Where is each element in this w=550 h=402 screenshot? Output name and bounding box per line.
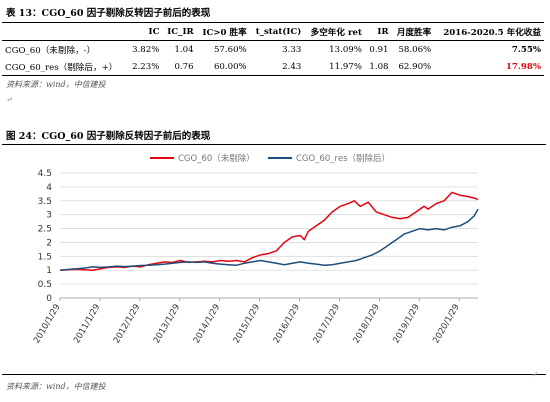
table-cell: 0.91 [369, 44, 389, 55]
y-tick-label: 2 [46, 238, 52, 248]
x-tick-label: 2014/1/29 [192, 303, 222, 346]
table-cell: 17.98% [434, 58, 544, 76]
series-group [59, 191, 479, 271]
table-cell: 58.06% [398, 44, 432, 55]
y-axis-ticks: 0 0.5 1 1.5 2 2.5 3 3.5 4 4.5 [38, 169, 53, 304]
header-cell: 多空年化 ret [304, 22, 365, 41]
gridlines [60, 172, 478, 299]
table-cell: 3.82% [132, 44, 160, 55]
x-tick-label: 2016/1/29 [272, 303, 302, 346]
performance-table: IC IC_IR IC>0 胜率 t_stat(IC) 多空年化 ret IR … [2, 22, 544, 76]
figure-top-rule [2, 144, 546, 145]
series-line-1 [59, 191, 479, 271]
x-axis-ticks: 2010/1/29 2011/1/29 2012/1/29 2013/1/29 2014… [32, 298, 462, 345]
y-tick-label: 1 [46, 266, 52, 276]
table-cell: 2.43 [249, 58, 305, 76]
table-cell: 60.00% [196, 58, 250, 76]
y-tick-label: 4 [46, 183, 52, 193]
series-line-2 [59, 208, 479, 271]
line-chart: 00.511.522.533.544.5 2010/1/29 2011/1/29 2… [32, 153, 479, 345]
table-cell: 7.55% [511, 44, 541, 55]
y-tick-label: 0 [46, 294, 52, 304]
y-tick-label: 0.5 [38, 280, 52, 290]
table-cell: 62.90% [391, 58, 435, 76]
header-cell: t_stat(IC) [249, 22, 305, 41]
paragraph-mark-icon: ↵ [6, 95, 13, 104]
table-cell: 0.76 [162, 58, 197, 76]
x-tick-label: 2018/1/29 [352, 303, 382, 346]
table-cell: 1.08 [364, 58, 392, 76]
header-cell: IC_IR [162, 22, 197, 41]
table-cell: 1.04 [174, 44, 194, 55]
table-cell: 3.33 [282, 44, 302, 55]
table-cell: 11.97% [304, 58, 365, 76]
legend-label: CGO_60（未剔除） [178, 153, 255, 164]
x-tick-label: 2012/1/29 [112, 303, 142, 346]
table-row: CGO_60（未剔除，-） 3.82% 1.04 57.60% 3.33 13.… [2, 41, 544, 59]
table-header-row: IC IC_IR IC>0 胜率 t_stat(IC) 多空年化 ret IR … [2, 22, 544, 41]
table-cell: 2.23% [127, 58, 163, 76]
x-tick-label: 2017/1/29 [312, 303, 342, 346]
header-cell: 2016-2020.5 年化收益 [434, 22, 544, 41]
legend: CGO_60（未剔除） CGO_60_res（剔除后） [150, 153, 390, 164]
figure-source: 资料来源：wind，中信建投 [6, 382, 106, 391]
x-tick-label: 2015/1/29 [232, 303, 262, 346]
y-tick-label: 1.5 [38, 252, 52, 262]
y-tick-label: 3 [46, 211, 52, 221]
header-cell: 月度胜率 [391, 22, 435, 41]
table-cell: 13.09% [329, 44, 362, 55]
figure-bottom-rule [2, 374, 546, 375]
table-cell: 57.60% [213, 44, 247, 55]
x-tick-label: 2011/1/29 [72, 303, 102, 346]
paragraph-mark-icon: ↵ [531, 370, 538, 379]
header-cell: IR [364, 22, 392, 41]
x-tick-label: 2020/1/29 [431, 303, 461, 346]
table-caption: 表 13：CGO_60 因子剔除反转因子前后的表现 [6, 8, 211, 19]
y-tick-label: 3.5 [38, 197, 52, 207]
header-cell: IC [127, 22, 163, 41]
table-cell: CGO_60（未剔除，-） [5, 45, 96, 56]
figure-caption: 图 24：CGO_60 因子剔除反转因子前后的表现 [6, 131, 211, 142]
x-tick-label: 2013/1/29 [152, 303, 182, 346]
legend-label: CGO_60_res（剔除后） [296, 153, 390, 164]
y-tick-label: 2.5 [38, 225, 52, 235]
x-tick-label: 2019/1/29 [391, 303, 421, 346]
table-row: CGO_60_res（剔除后，+） 2.23% 0.76 60.00% 2.43… [2, 58, 544, 76]
header-cell [2, 22, 128, 41]
y-tick-label: 4.5 [38, 169, 52, 179]
x-tick-label: 2010/1/29 [32, 303, 62, 346]
header-cell: IC>0 胜率 [196, 22, 250, 41]
table-cell: CGO_60_res（剔除后，+） [2, 58, 128, 76]
table-source: 资料来源：wind，中信建投 [6, 80, 106, 89]
